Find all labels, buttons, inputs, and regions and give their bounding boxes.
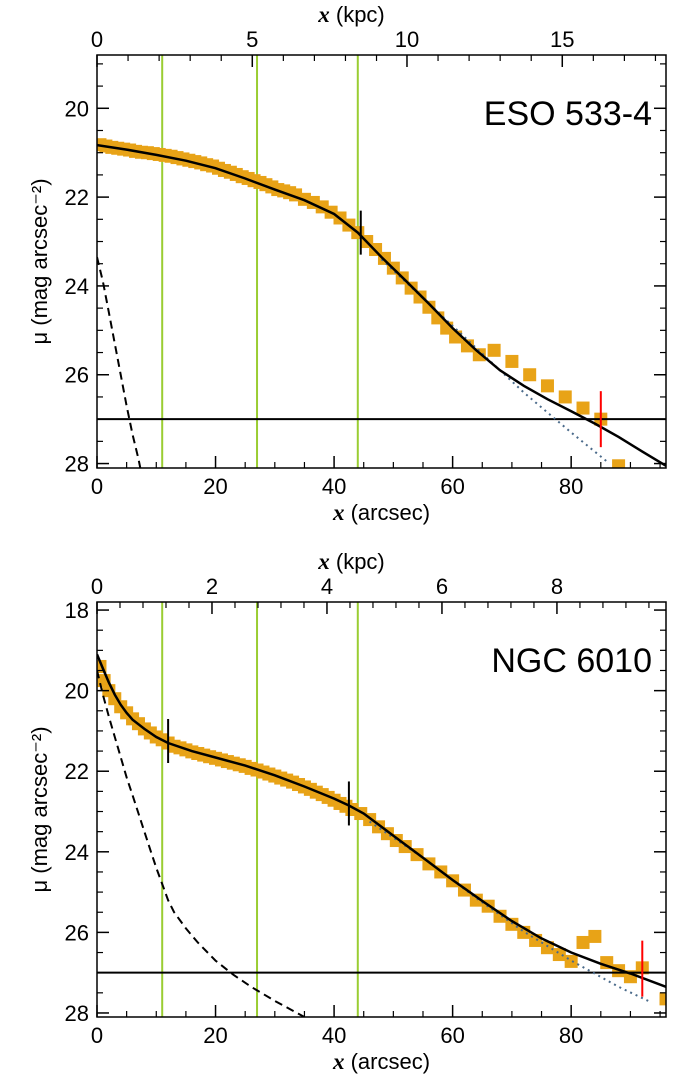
y-tick-label: 28 [65, 452, 89, 477]
x-tick-label: 40 [322, 474, 346, 499]
y-tick-label: 20 [65, 96, 89, 121]
x-tick-label: 40 [322, 1023, 346, 1048]
data-point [588, 930, 601, 943]
data-point [541, 379, 554, 392]
x-tick-label: 0 [91, 474, 103, 499]
x2-axis-title: x (kpc) [317, 2, 385, 27]
data-point [612, 459, 625, 472]
galaxy-label: ESO 533-4 [484, 95, 652, 133]
y-tick-label: 26 [65, 363, 89, 388]
x-tick-label: 80 [559, 1023, 583, 1048]
bulge-dashed-curve [97, 257, 140, 468]
x-axis-title: x (arcsec) [332, 1049, 430, 1074]
x2-axis-variable: x [317, 2, 330, 27]
data-point [523, 368, 536, 381]
y-tick-label: 28 [65, 1001, 89, 1026]
data-point [565, 955, 578, 968]
data-point [577, 402, 590, 415]
galaxy-label: NGC 6010 [491, 642, 652, 680]
x-axis-unit: (arcsec) [344, 1049, 430, 1074]
x2-tick-label: 2 [206, 574, 218, 599]
x-axis-variable: x [332, 1049, 345, 1074]
x-tick-label: 60 [440, 1023, 464, 1048]
x-tick-label: 20 [203, 474, 227, 499]
x-axis-unit: (arcsec) [344, 500, 430, 525]
x-tick-label: 80 [559, 474, 583, 499]
x2-tick-label: 5 [246, 27, 258, 52]
fit-curve [97, 145, 666, 466]
x2-tick-label: 4 [321, 574, 333, 599]
y-tick-label: 18 [65, 598, 89, 623]
x2-axis-unit: (kpc) [330, 2, 385, 27]
data-point [505, 355, 518, 368]
x2-axis-unit: (kpc) [330, 549, 385, 574]
data-point [559, 390, 572, 403]
y-tick-label: 24 [65, 840, 89, 865]
x2-axis-variable: x [317, 549, 330, 574]
y-tick-label: 26 [65, 920, 89, 945]
x-tick-label: 20 [203, 1023, 227, 1048]
y-axis-title: μ (mag arcsec⁻²) [27, 726, 52, 892]
y-axis-title: μ (mag arcsec⁻²) [27, 178, 52, 344]
x2-axis-title: x (kpc) [317, 549, 385, 574]
x2-tick-label: 0 [91, 27, 103, 52]
y-tick-label: 22 [65, 759, 89, 784]
y-tick-label: 20 [65, 679, 89, 704]
y-tick-label: 24 [65, 274, 89, 299]
x2-tick-label: 0 [91, 574, 103, 599]
data-point [488, 344, 501, 357]
data-point [577, 936, 590, 949]
x2-tick-label: 10 [395, 27, 419, 52]
x2-tick-label: 15 [550, 27, 574, 52]
x-axis-title: x (arcsec) [332, 500, 430, 525]
x2-tick-label: 6 [436, 574, 448, 599]
x-tick-label: 0 [91, 1023, 103, 1048]
y-tick-label: 22 [65, 185, 89, 210]
x2-tick-label: 8 [551, 574, 563, 599]
x-axis-variable: x [332, 500, 345, 525]
x-tick-label: 60 [440, 474, 464, 499]
